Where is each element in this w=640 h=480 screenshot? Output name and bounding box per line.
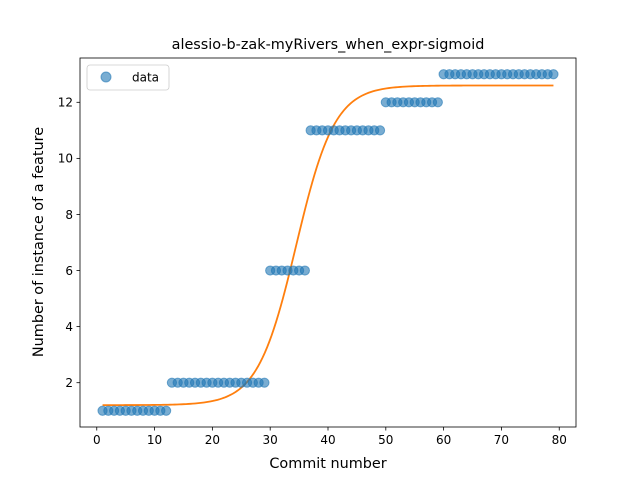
y-axis-ticks: 2 4 6 8 10 12 xyxy=(58,96,80,390)
x-tick-label: 80 xyxy=(552,433,567,447)
x-tick-label: 10 xyxy=(147,433,162,447)
x-axis-label: Commit number xyxy=(269,456,386,472)
legend-frame xyxy=(86,64,170,91)
x-tick-label: 20 xyxy=(205,433,220,447)
data-point xyxy=(259,377,270,388)
x-axis-ticks: 0 10 20 30 40 50 60 70 80 xyxy=(93,427,567,447)
data-point xyxy=(548,69,559,80)
x-tick-label: 70 xyxy=(494,433,509,447)
y-tick-label: 10 xyxy=(58,152,73,166)
data-point xyxy=(374,125,386,136)
chart-title: alessio-b-zak-myRivers_when_expr-sigmoid xyxy=(172,37,485,53)
legend-label-data: data xyxy=(132,71,159,85)
plot-area xyxy=(80,58,576,427)
data-point xyxy=(299,265,310,276)
data-point xyxy=(161,405,172,416)
data-points-layer xyxy=(97,69,559,416)
y-tick-label: 6 xyxy=(65,264,73,278)
legend: data xyxy=(86,64,170,91)
y-axis-label: Number of instance of a feature xyxy=(31,127,47,357)
x-tick-label: 50 xyxy=(378,433,393,447)
legend-marker-data xyxy=(100,71,112,83)
x-tick-label: 0 xyxy=(93,433,101,447)
x-tick-label: 40 xyxy=(320,433,335,447)
fit-line-layer xyxy=(102,84,554,407)
y-tick-label: 4 xyxy=(65,320,73,334)
x-tick-label: 60 xyxy=(436,433,451,447)
sigmoid-fit-line xyxy=(102,84,554,407)
y-tick-label: 2 xyxy=(65,376,73,390)
data-point xyxy=(432,97,443,108)
x-tick-label: 30 xyxy=(263,433,278,447)
y-tick-label: 8 xyxy=(65,208,73,222)
y-tick-label: 12 xyxy=(58,96,73,110)
